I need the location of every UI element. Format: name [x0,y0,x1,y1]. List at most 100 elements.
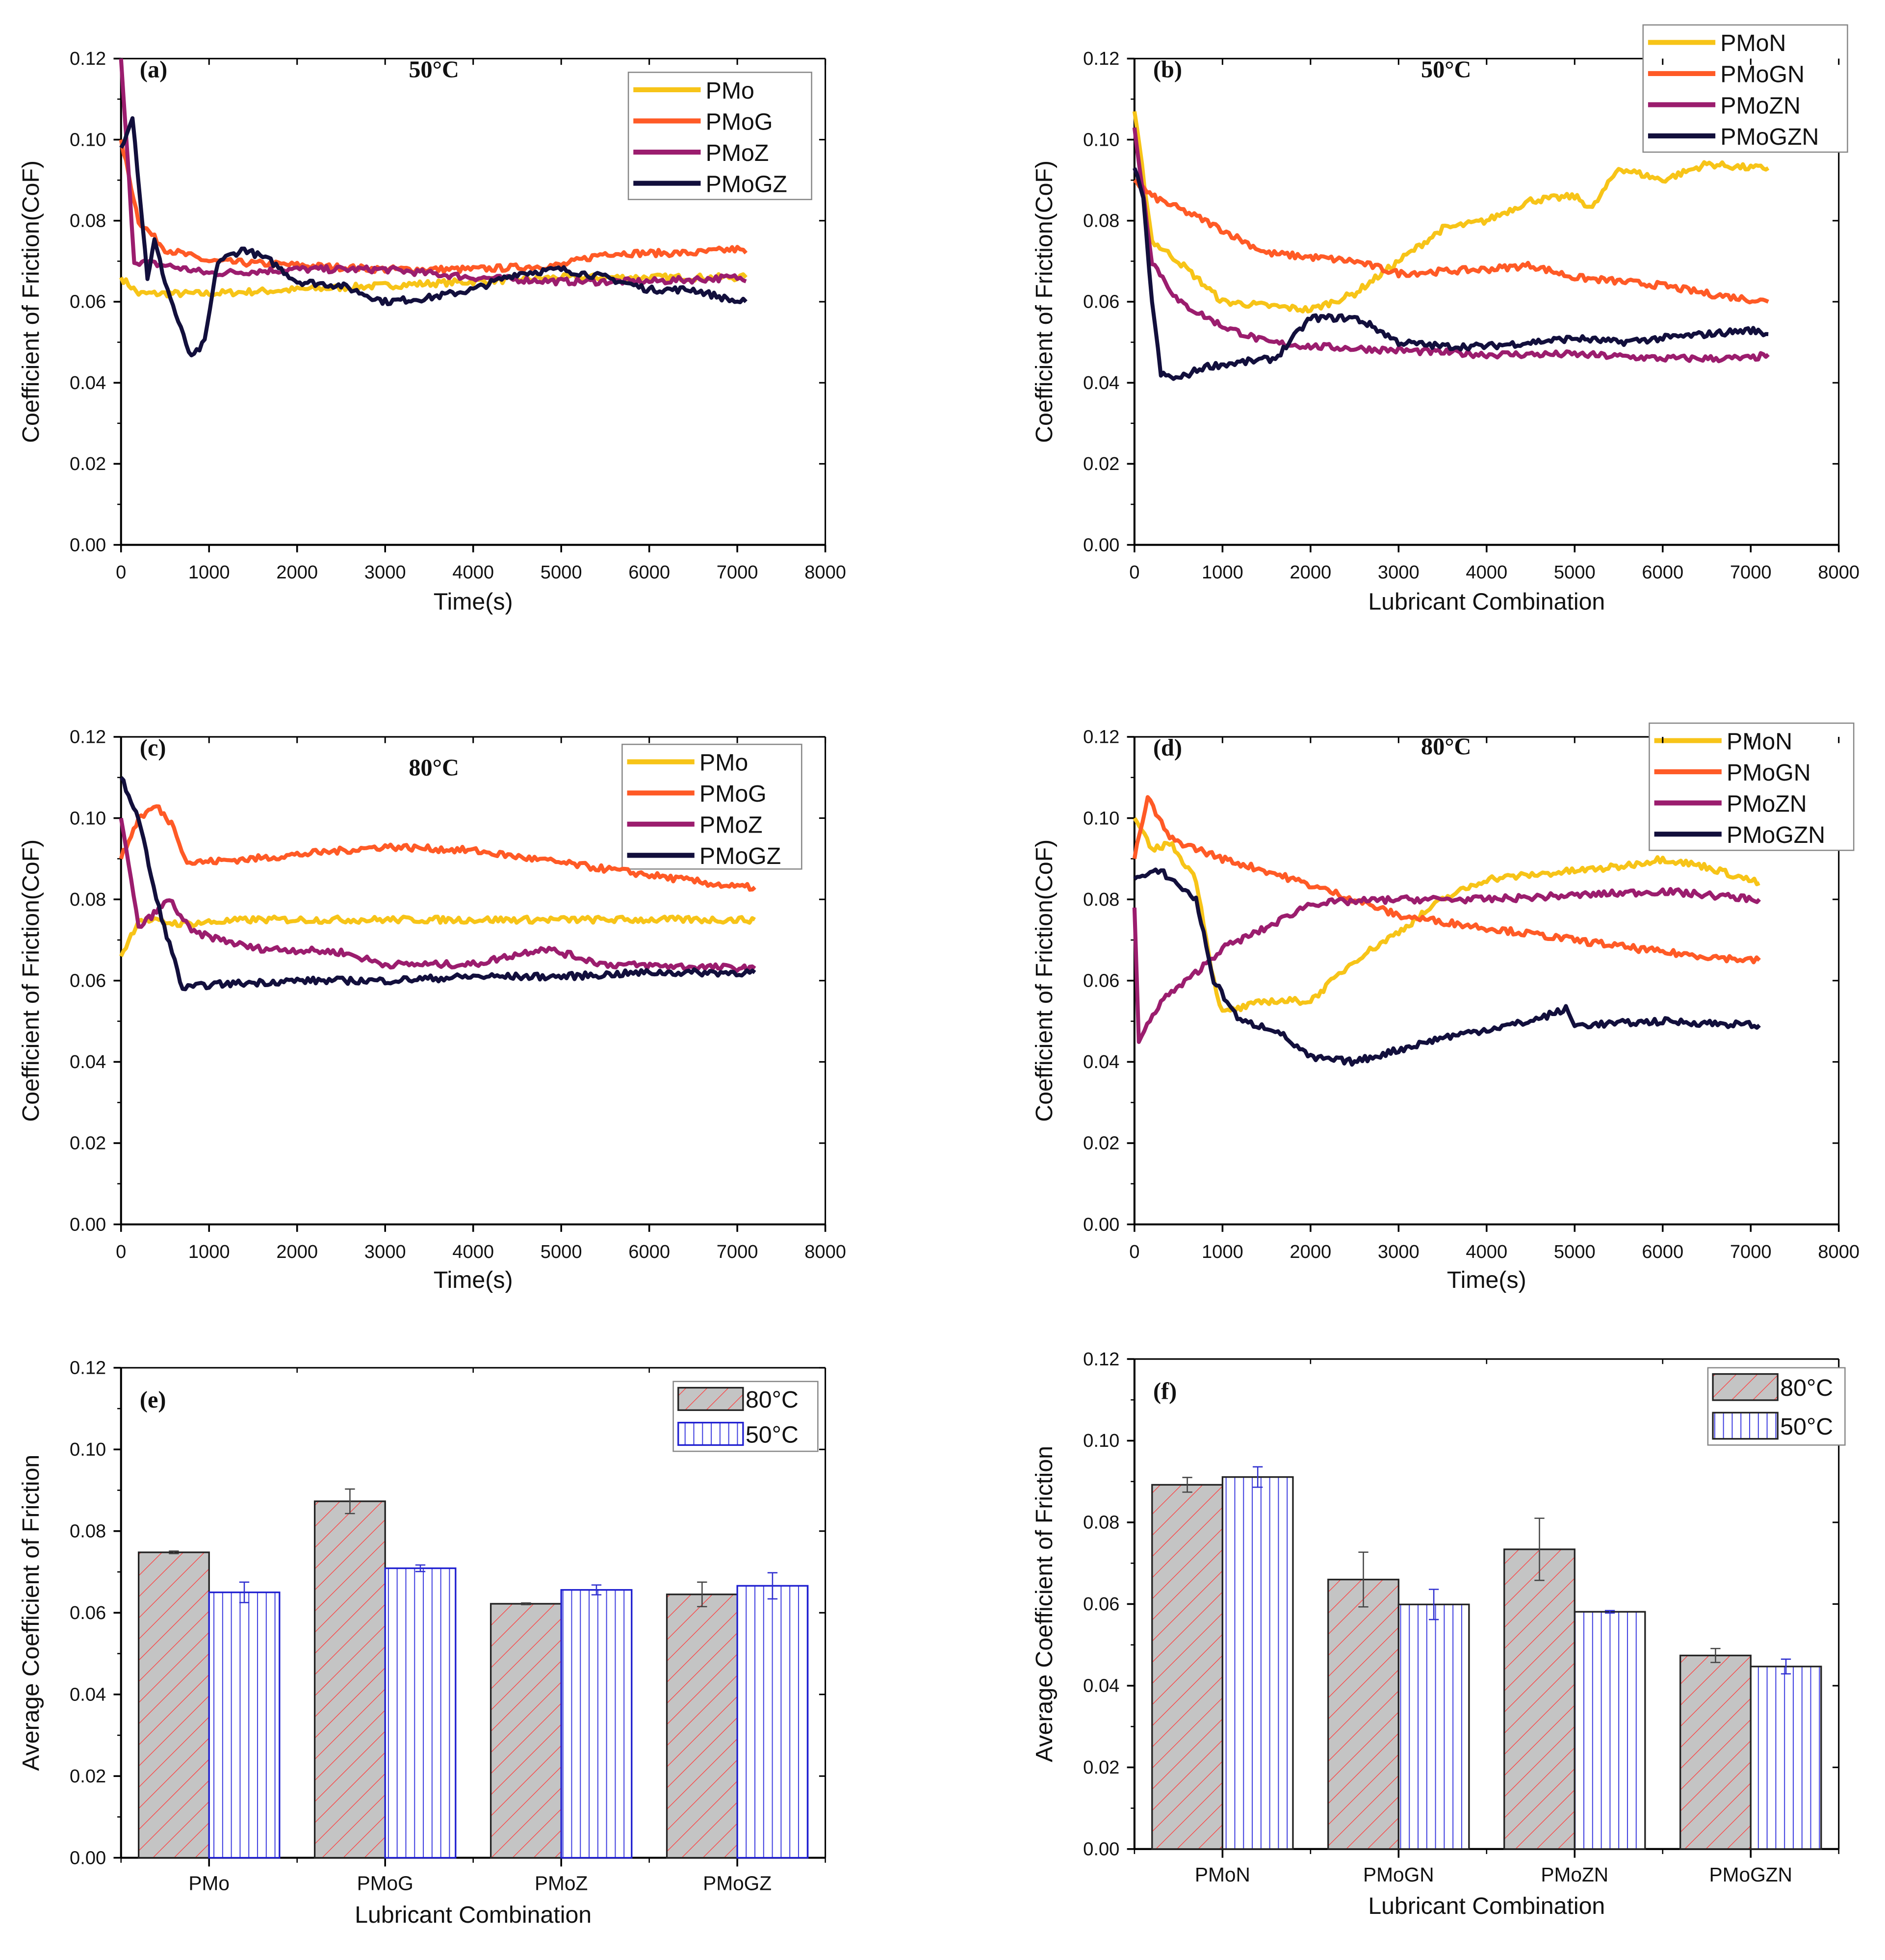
legend-label: PMoG [706,108,773,135]
y-tick-label: 0.00 [1083,534,1119,555]
y-axis-label: Average Coefficient of Friction [18,1455,44,1771]
y-tick-label: 0.00 [70,1847,106,1868]
legend-label: PMo [706,78,754,104]
legend: 80°C 50°C [1707,1367,1846,1446]
legend-label: 50°C [746,1421,799,1448]
category-label: PMoGZ [703,1872,772,1895]
x-tick-label: 0 [1129,1241,1139,1262]
panel-letter: (e) [140,1387,166,1413]
legend: PMoN PMoGN PMoZN PMoGZN [1649,722,1855,851]
chart-title: 80°C [409,755,459,781]
y-tick-label: 0.08 [1083,210,1119,232]
legend-label: PMoN [1727,728,1792,755]
bar-80°C-PMoZN [1503,1548,1575,1850]
series-line-PMoGN [1132,795,1761,965]
x-tick-label: 2000 [276,1241,318,1262]
y-tick-label: 0.08 [70,210,106,232]
bar-50°C-PMoZN [1574,1611,1646,1850]
chart-panel-a: 0.00 0.02 0.04 0.06 0.08 0.10 0.12 Coefficient … [18,48,846,615]
legend-swatch-50°C [1712,1411,1779,1440]
chart-panel-e: 0.00 0.02 0.04 0.06 0.08 0.10 0.12 Average Coef… [18,1358,826,1928]
bar-80°C-PMoGN [1327,1578,1399,1850]
legend-label: PMoG [699,781,767,807]
x-tick-label: 4000 [1466,1241,1507,1262]
legend-box [627,72,812,200]
y-tick-label: 0.04 [70,372,106,393]
y-tick-label: 0.00 [1083,1214,1119,1235]
y-tick-label: 0.08 [70,889,106,910]
panel-letter: (f) [1153,1378,1177,1404]
category-label: PMoGZN [1709,1863,1792,1886]
legend-box [1649,722,1855,851]
panel-letter: (c) [140,735,166,761]
y-tick-label: 0.04 [1083,1675,1119,1697]
y-tick-label: 0.02 [70,453,106,474]
x-tick-label: 7000 [717,562,758,583]
bar-50°C-PMoZ [560,1589,633,1859]
x-tick-label: 4000 [452,1241,494,1262]
category-label: PMoG [357,1872,413,1895]
legend-label: 50°C [1780,1413,1833,1440]
y-tick-label: 0.10 [70,808,106,829]
bar-50°C-PMoN [1221,1476,1294,1850]
chart-title: 50°C [1421,57,1471,83]
x-axis-label: Time(s) [434,589,513,615]
legend-label: PMoGN [1720,61,1805,88]
x-tick-label: 3000 [1378,1241,1420,1262]
y-tick-label: 0.12 [1083,727,1119,748]
panel-letter: (d) [1153,735,1182,761]
legend-label: PMoGZN [1720,124,1819,150]
legend-label: PMoZN [1727,790,1807,817]
x-tick-label: 2000 [1290,1241,1331,1262]
y-axis-label: Coefficient of Friction(CoF) [1031,160,1058,443]
x-tick-label: 0 [116,1241,126,1262]
y-tick-label: 0.02 [70,1133,106,1154]
y-tick-label: 0.04 [70,1051,106,1072]
x-axis-label: Lubricant Combination [1368,589,1605,615]
x-tick-label: 4000 [452,562,494,583]
bar-50°C-PMoGZN [1750,1666,1822,1850]
x-tick-label: 0 [116,562,126,583]
y-axis-label: Coefficient of Friction(CoF) [18,160,44,443]
x-tick-label: 1000 [1202,562,1243,583]
x-tick-label: 5000 [541,562,582,583]
x-tick-label: 4000 [1466,562,1507,583]
y-tick-label: 0.00 [70,1214,106,1235]
y-tick-label: 0.10 [1083,129,1119,150]
series-line-PMoG [119,804,756,892]
chart-title: 80°C [1421,734,1471,760]
x-tick-label: 6000 [1642,562,1683,583]
legend: PMo PMoG PMoZ PMoGZ [627,72,812,200]
y-tick-label: 0.10 [70,129,106,150]
x-tick-label: 6000 [1642,1241,1683,1262]
y-tick-label: 0.12 [1083,48,1119,69]
category-label: PMoN [1195,1863,1250,1886]
chart-panel-f: 0.00 0.02 0.04 0.06 0.08 0.10 0.12 Average Coef… [1031,1349,1846,1919]
category-label: PMoGN [1363,1863,1434,1886]
y-tick-label: 0.06 [70,970,106,991]
x-tick-label: 5000 [1554,562,1596,583]
y-tick-label: 0.00 [70,534,106,555]
bar-50°C-PMoGZ [736,1585,809,1859]
legend-label: PMoGZ [706,171,787,197]
bar-50°C-PMo [208,1591,281,1859]
x-tick-label: 8000 [1818,562,1859,583]
y-tick-label: 0.08 [1083,889,1119,910]
chart-panel-b: 0.00 0.02 0.04 0.06 0.08 0.10 0.12 Coefficient … [1031,24,1859,615]
y-tick-label: 0.02 [1083,453,1119,474]
category-label: PMoZ [535,1872,588,1895]
y-tick-label: 0.04 [1083,372,1119,393]
legend: 80°C 50°C [672,1381,819,1452]
legend-box [621,743,802,870]
y-tick-label: 0.08 [1083,1512,1119,1533]
chart-panel-d: 0.00 0.02 0.04 0.06 0.08 0.10 0.12 Coefficient … [1031,722,1859,1293]
x-axis-label: Lubricant Combination [355,1902,592,1928]
x-tick-label: 8000 [1818,1241,1859,1262]
x-tick-label: 7000 [1730,562,1772,583]
legend-label: PMoGN [1727,759,1811,786]
y-axis-label: Coefficient of Friction(CoF) [18,839,44,1122]
y-tick-label: 0.12 [1083,1349,1119,1370]
legend-label: 80°C [746,1386,799,1413]
y-tick-label: 0.10 [70,1439,106,1460]
series-line-PMoGZ [119,776,756,992]
